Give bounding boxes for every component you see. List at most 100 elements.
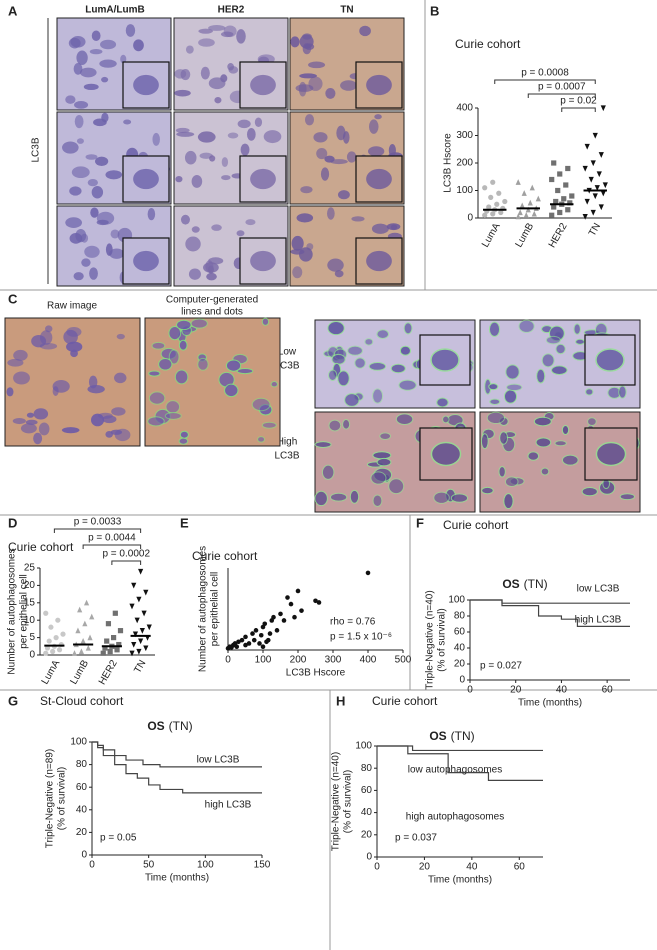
panel-letter: G (8, 693, 18, 708)
panel-letter: B (430, 3, 439, 18)
nucleus (306, 243, 314, 251)
nucleus (374, 114, 382, 120)
x-tick-label: 60 (602, 685, 614, 696)
inset (355, 61, 403, 109)
p-value: p = 0.0044 (88, 533, 136, 544)
nucleus (76, 138, 84, 144)
dot (111, 635, 117, 641)
dot (551, 204, 557, 210)
dot (299, 608, 304, 613)
y-tick-label: 60 (454, 627, 466, 638)
nucleus (489, 398, 501, 406)
nucleus (13, 371, 30, 385)
dot (494, 201, 500, 207)
dot (257, 641, 262, 646)
nucleus (498, 465, 506, 478)
dot (146, 624, 152, 631)
nucleus (99, 59, 117, 68)
dot (496, 190, 502, 196)
y-tick-label: 20 (454, 659, 466, 670)
survival-curve (377, 745, 543, 752)
x-tick-label: TN (587, 221, 603, 238)
nucleus (203, 262, 219, 273)
nucleus (65, 95, 76, 104)
nucleus (185, 45, 194, 54)
nucleus (442, 415, 450, 424)
nucleus (91, 413, 105, 427)
x-tick-label: LumB (514, 221, 537, 249)
nucleus (81, 258, 91, 267)
dot (139, 628, 145, 634)
dot (278, 611, 283, 617)
y-tick-label: 0 (467, 213, 473, 224)
nucleus (340, 80, 357, 91)
dot (313, 598, 318, 604)
plot-title-part: OS (502, 577, 519, 591)
nucleus (198, 38, 215, 47)
nucleus (536, 368, 546, 384)
nucleus (518, 319, 535, 333)
y-tick-label: 15 (24, 597, 36, 608)
nucleus (25, 419, 38, 425)
nucleus (371, 223, 389, 234)
nucleus (246, 127, 256, 141)
dot (535, 195, 541, 202)
nucleus (290, 248, 305, 255)
y-tick-label: 25 (24, 563, 36, 574)
curve-label: low LC3B (577, 584, 620, 595)
nucleus (618, 385, 627, 399)
nucleus (178, 339, 188, 351)
row-label: LC3B (31, 137, 42, 162)
nucleus (197, 357, 209, 371)
nucleus (95, 156, 109, 166)
nucleus (175, 175, 183, 183)
dot (525, 206, 531, 213)
nucleus (13, 349, 28, 361)
nucleus (164, 411, 182, 420)
dot (288, 601, 294, 607)
nucleus (148, 370, 161, 377)
nucleus (88, 375, 98, 389)
nucleus (176, 319, 192, 331)
chart-title: Curie cohort (8, 540, 74, 554)
nucleus (180, 68, 191, 81)
panel-letter: E (180, 515, 189, 530)
nucleus (541, 353, 555, 368)
nucleus (395, 413, 414, 426)
nucleus (403, 322, 413, 335)
dot (592, 193, 598, 200)
x-tick-label: 20 (510, 685, 522, 696)
nucleus (110, 429, 123, 435)
nucleus (327, 369, 338, 381)
dot (129, 650, 135, 657)
nucleus (111, 407, 126, 416)
nucleus (581, 487, 598, 497)
nucleus (480, 433, 489, 450)
nucleus (344, 393, 360, 407)
p-value: p = 0.027 (480, 661, 522, 672)
annotation: p = 1.5 x 10⁻⁶ (330, 632, 392, 643)
nucleus (133, 168, 159, 190)
nucleus (76, 50, 88, 66)
nucleus (66, 341, 83, 352)
row-label: LC3B (274, 361, 299, 372)
dot (87, 634, 93, 641)
chart-title: Curie cohort (372, 694, 438, 708)
dot (267, 631, 273, 636)
nucleus (313, 132, 328, 143)
x-tick-label: 400 (360, 655, 377, 666)
nucleus (290, 36, 300, 48)
y-tick-label: 40 (76, 804, 88, 815)
nucleus (123, 119, 132, 125)
nucleus (390, 224, 398, 230)
nucleus (551, 365, 568, 375)
nucleus (585, 388, 594, 396)
nucleus (191, 226, 200, 233)
x-tick-label: 50 (143, 860, 155, 871)
dot (246, 641, 252, 646)
nucleus (191, 174, 203, 188)
dot (588, 176, 594, 183)
nucleus (505, 364, 520, 380)
y-tick-label: 100 (355, 741, 372, 752)
